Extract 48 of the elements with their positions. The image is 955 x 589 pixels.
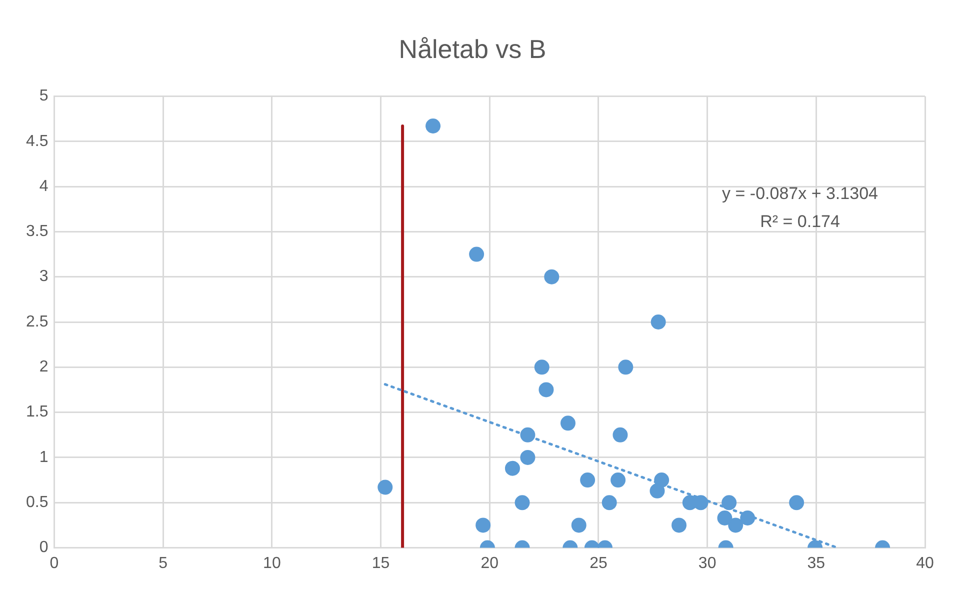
point bbox=[722, 495, 737, 510]
y-tick-label: 3 bbox=[39, 268, 48, 286]
point bbox=[544, 269, 560, 284]
annotation: y = -0.087x + 3.1304 bbox=[722, 184, 878, 203]
point bbox=[520, 450, 536, 465]
y-tick-label: 0 bbox=[39, 539, 48, 556]
point bbox=[717, 510, 732, 526]
point bbox=[571, 518, 586, 533]
x-tick-label: 10 bbox=[263, 554, 281, 572]
point bbox=[469, 246, 484, 262]
point bbox=[426, 118, 441, 134]
point bbox=[650, 314, 666, 330]
x-tick-label: 40 bbox=[916, 554, 934, 572]
point bbox=[538, 382, 554, 398]
y-tick-label: 1.5 bbox=[26, 404, 48, 421]
point bbox=[560, 416, 576, 431]
y-tick-label: 0.5 bbox=[26, 494, 48, 512]
point bbox=[789, 495, 804, 510]
point bbox=[672, 518, 687, 533]
y-tick-label: 5 bbox=[39, 88, 48, 105]
x-tick-label: 35 bbox=[807, 554, 826, 572]
point bbox=[728, 518, 744, 533]
point bbox=[514, 495, 530, 510]
point bbox=[740, 510, 756, 526]
point bbox=[602, 495, 617, 510]
x-tick-label: 25 bbox=[590, 554, 608, 572]
y-tick-label: 2 bbox=[39, 358, 48, 376]
y-tick-label: 2.5 bbox=[26, 313, 48, 330]
point bbox=[610, 472, 626, 488]
chart-title: Nåletab vs B bbox=[398, 34, 546, 64]
point bbox=[476, 518, 491, 533]
y-tick-label: 4 bbox=[39, 178, 48, 195]
point bbox=[534, 360, 550, 375]
point bbox=[504, 460, 520, 476]
y-tick-label: 4.5 bbox=[26, 132, 48, 150]
y-tick-label: 1 bbox=[39, 448, 48, 466]
point bbox=[580, 472, 596, 488]
x-tick-label: 20 bbox=[480, 554, 499, 572]
point bbox=[612, 427, 628, 442]
x-tick-label: 15 bbox=[372, 554, 390, 572]
x-tick-label: 5 bbox=[158, 554, 168, 572]
point bbox=[650, 483, 665, 498]
point bbox=[618, 360, 634, 375]
annotation: R² = 0.174 bbox=[760, 212, 840, 231]
y-tick-label: 3.5 bbox=[26, 223, 48, 240]
point bbox=[693, 495, 708, 510]
point bbox=[378, 480, 393, 495]
x-tick-label: 30 bbox=[698, 554, 716, 572]
